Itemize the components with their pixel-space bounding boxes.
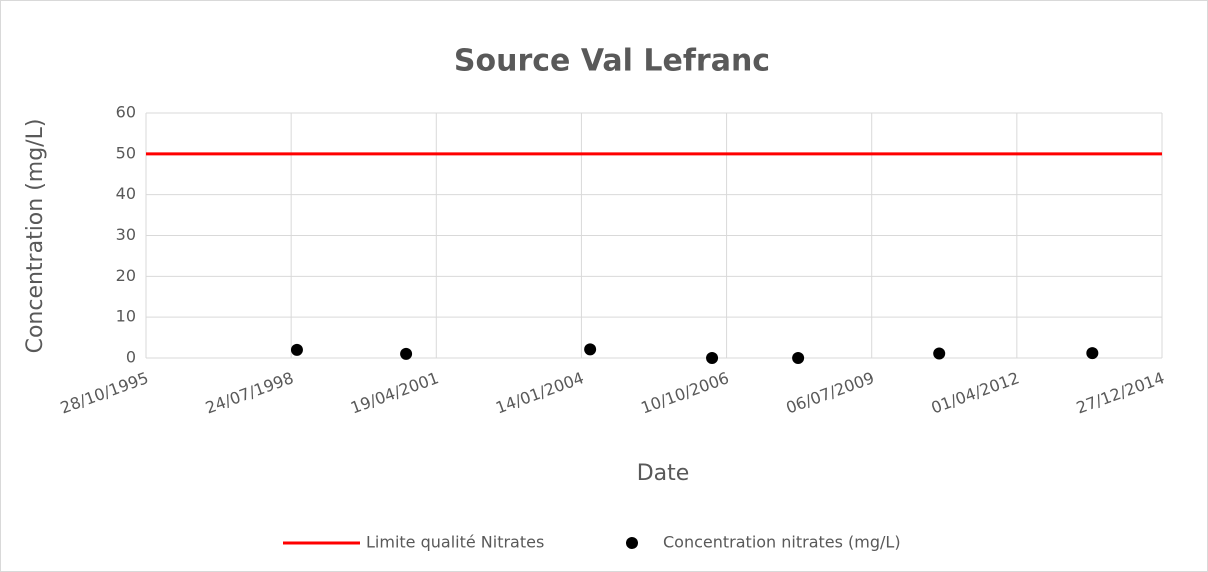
y-tick-label: 60 [116,103,136,122]
y-tick-label: 40 [116,184,136,203]
data-point [290,343,303,356]
chart-title: Source Val Lefranc [454,44,770,79]
data-point [792,352,805,364]
data-point [706,352,719,364]
x-axis-title: Date [637,461,690,486]
y-tick-label: 10 [116,307,136,326]
y-tick-label: 20 [116,266,136,285]
data-point [1086,347,1099,360]
legend-label: Limite qualité Nitrates [366,533,544,552]
y-axis-title: Concentration (mg/L) [23,119,48,354]
data-point [933,347,946,360]
data-point [584,343,597,356]
y-tick-label: 30 [116,225,136,244]
y-tick-label: 0 [126,348,136,367]
legend-label: Concentration nitrates (mg/L) [663,533,901,552]
y-tick-label: 50 [116,143,136,162]
legend-swatch [626,537,638,549]
data-point [400,347,413,360]
